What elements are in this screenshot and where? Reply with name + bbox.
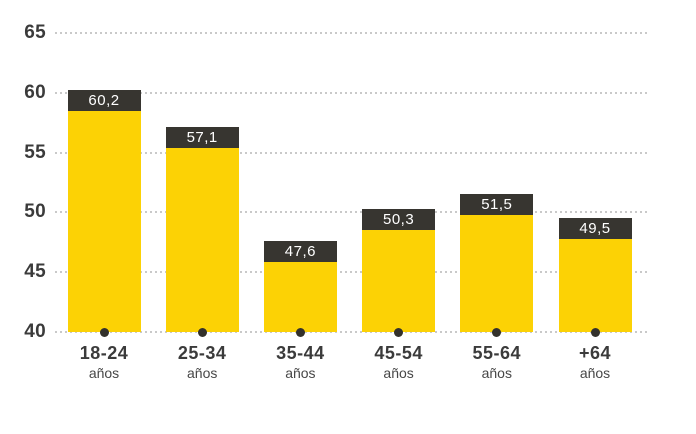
y-axis-tick-label: 45 [24, 261, 46, 283]
baseline-dot [394, 327, 404, 337]
gridline [55, 271, 648, 274]
bar-value-label: 47,6 [263, 241, 337, 263]
x-axis-label: 45-54 años [350, 343, 448, 381]
x-axis-unit: años [481, 365, 512, 381]
bar: 51,5 [460, 194, 534, 332]
bar: 60,2 [67, 90, 141, 332]
gridline [55, 91, 648, 94]
x-axis-category: 18-24 [79, 343, 129, 363]
x-axis-label: 55-64 años [448, 343, 546, 381]
baseline-dot [492, 327, 502, 337]
x-axis-category: 45-54 [374, 343, 423, 363]
y-axis-tick-label: 55 [24, 141, 46, 163]
x-axis-unit: años [187, 365, 218, 381]
x-axis-category: 35-44 [276, 343, 325, 363]
baseline-dot [99, 327, 109, 337]
x-axis-unit: años [88, 365, 120, 381]
x-axis-category: 55-64 [472, 343, 522, 363]
baseline-dot [197, 327, 207, 337]
gridline [55, 151, 648, 154]
bar: 57,1 [165, 127, 239, 332]
bar: 47,6 [263, 241, 337, 332]
gridline [55, 211, 648, 214]
x-axis-unit: años [383, 365, 414, 381]
bar-value-label: 60,2 [67, 90, 141, 112]
x-axis-label: 35-44 años [251, 343, 349, 381]
y-axis-tick-label: 65 [24, 22, 46, 43]
gridline [55, 331, 648, 333]
y-axis-tick-label: 60 [24, 81, 46, 103]
y-axis-tick-label: 50 [24, 201, 46, 223]
x-axis-category: 25-34 [177, 343, 227, 363]
x-axis-label: +64 años [546, 343, 644, 381]
x-axis-label: 25-34 años [153, 343, 251, 381]
x-axis-unit: años [285, 365, 316, 381]
gridline [55, 32, 648, 34]
baseline-dot [590, 327, 600, 337]
baseline-dot [295, 327, 305, 337]
x-axis-unit: años [579, 365, 611, 381]
y-axis-tick-label: 40 [24, 321, 46, 342]
bar-value-label: 50,3 [362, 208, 436, 230]
bar-value-label: 51,5 [460, 194, 534, 216]
x-axis-label: 18-24 años [55, 343, 153, 381]
bar: 50,3 [362, 208, 436, 332]
bar-value-label: 49,5 [558, 218, 632, 240]
bar: 49,5 [558, 218, 632, 332]
x-axis-category: +64 [578, 343, 612, 363]
bar-value-label: 57,1 [165, 127, 239, 149]
